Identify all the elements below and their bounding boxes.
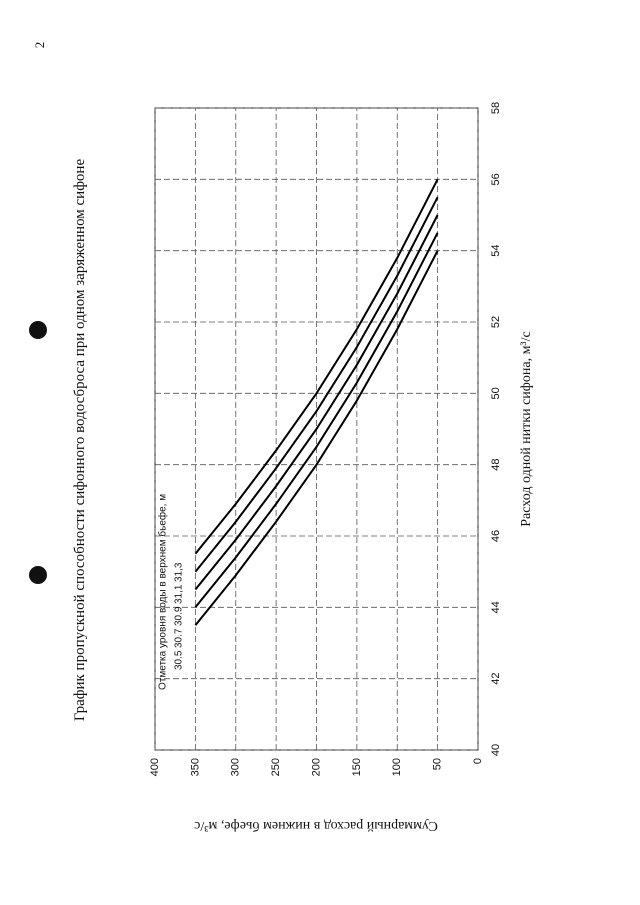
legend-label: 30.7 (174, 628, 185, 648)
page-number: 2 (32, 42, 47, 49)
legend-label: 31,3 (174, 562, 185, 582)
x-tick-label: 42 (490, 673, 502, 685)
y-tick-label: 200 (310, 758, 322, 776)
x-tick-label: 48 (490, 459, 502, 471)
legend-title: Отметка уровня воды в верхнем бьефе, м (157, 494, 169, 690)
plot: 40 42 44 46 48 50 52 54 56 58 0 50 100 150 200 250 300 35… (149, 102, 534, 776)
x-axis-label: Расход одной нитки сифона, м³/с (519, 331, 534, 526)
y-tick-label: 300 (230, 758, 242, 776)
x-tick-label: 46 (490, 530, 502, 542)
legend-label: 31,1 (174, 584, 185, 604)
x-tick-label: 58 (490, 102, 502, 114)
series-line (194, 214, 439, 591)
y-tick-label: 100 (391, 758, 403, 776)
x-tick-label: 44 (490, 601, 502, 613)
y-tick-label: 350 (189, 758, 201, 776)
series-line (194, 178, 439, 555)
y-tick-label: 0 (472, 758, 484, 764)
punch-hole (29, 566, 47, 584)
x-tick-label: 52 (490, 316, 502, 328)
chart-title: График пропускной способности сифонного … (72, 159, 88, 722)
series-line (194, 232, 439, 608)
legend-label: 30.5 (174, 650, 185, 670)
series-line (194, 196, 439, 573)
y-tick-label: 250 (270, 758, 282, 776)
y-tick-label: 150 (351, 758, 363, 776)
x-tick-label: 50 (490, 387, 502, 399)
series-line (194, 250, 439, 626)
y-tick-label: 400 (149, 758, 161, 776)
y-tick-label: 50 (432, 758, 444, 770)
x-tick-label: 54 (490, 245, 502, 257)
punch-hole (29, 321, 47, 339)
x-tick-label: 56 (490, 173, 502, 185)
legend-label: 30.9 (174, 606, 185, 626)
x-tick-label: 40 (490, 744, 502, 756)
y-axis-label: Суммарный расход в нижнем бьефе, м³/с (194, 818, 438, 833)
